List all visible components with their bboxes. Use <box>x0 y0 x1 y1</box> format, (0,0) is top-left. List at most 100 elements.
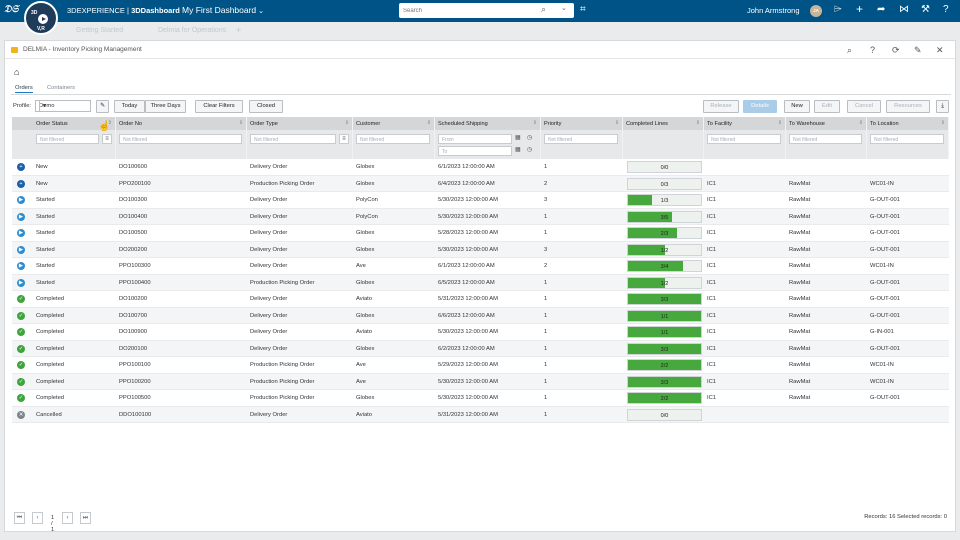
table-row[interactable]: ▶ Started DO100500 Delivery Order Globex 5/28… <box>12 225 949 242</box>
table-row[interactable]: ✓ Completed DO100700 Delivery Order Globex 6/… <box>12 307 949 324</box>
release-button[interactable]: Release <box>703 100 739 113</box>
table-row[interactable]: ✓ Completed DO100200 Delivery Order Aviato 5/… <box>12 291 949 308</box>
network-icon[interactable]: ⋈ <box>899 4 909 15</box>
filter-menu-icon[interactable]: ≡ <box>339 134 349 144</box>
first-page-button[interactable]: ⏮ <box>14 512 25 524</box>
filter-input-to-facility[interactable]: Not filtered <box>707 134 781 144</box>
pin-icon[interactable]: ✎ <box>914 45 922 55</box>
date-to-input[interactable]: To <box>438 146 512 156</box>
chevron-down-icon[interactable]: ▼ <box>39 101 49 111</box>
table-row[interactable]: ✓ Completed PPO100500 Production Picking Or… <box>12 390 949 407</box>
share-icon[interactable]: ➦ <box>877 4 886 15</box>
column-header-completed-lines[interactable]: Completed Lines ⇕ <box>623 117 704 130</box>
filter-input-customer[interactable]: Not filtered <box>356 134 430 144</box>
clear-filters-button[interactable]: Clear Filters <box>195 100 243 113</box>
table-row[interactable]: ▶ Started DO100400 Delivery Order PolyCon 5/3… <box>12 208 949 225</box>
table-row[interactable]: ✓ Completed DO100900 Delivery Order Aviato 5/… <box>12 324 949 341</box>
edit-profile-button[interactable]: ✎ <box>96 100 109 113</box>
compass-button[interactable]: 3D V,R <box>24 1 58 35</box>
cell-location: G-OUT-001 <box>870 312 900 319</box>
column-header-to-facility[interactable]: To Facility ⇕ <box>704 117 786 130</box>
filter-input-order-type[interactable]: Not filtered <box>250 134 336 144</box>
column-header-scheduled-shipping[interactable]: Scheduled Shipping ⇕ <box>435 117 541 130</box>
add-tab-icon[interactable]: + <box>236 25 242 35</box>
table-row[interactable]: ▶ Started DO100300 Delivery Order PolyCon 5/3… <box>12 192 949 209</box>
three-days-button[interactable]: Three Days <box>145 100 186 113</box>
column-header-customer[interactable]: Customer ⇕ <box>353 117 435 130</box>
calendar-icon[interactable]: ▦ <box>515 147 521 153</box>
filter-input-to-warehouse[interactable]: Not filtered <box>789 134 862 144</box>
filter-input-priority[interactable]: Not filtered <box>544 134 618 144</box>
prev-page-button[interactable]: ‹ <box>32 512 43 524</box>
table-row[interactable]: ✓ Completed PPO100100 Production Picking Or… <box>12 357 949 374</box>
filter-input-to-location[interactable]: Not filtered <box>870 134 944 144</box>
date-from-input[interactable]: From <box>438 134 512 144</box>
filter-input-order-no[interactable]: Not filtered <box>119 134 242 144</box>
table-row[interactable]: ▶ Started PPO100400 Production Picking Orde… <box>12 274 949 291</box>
profile-select[interactable]: Demo ▼ <box>35 100 91 112</box>
tab-orders[interactable]: Orders <box>15 85 33 93</box>
table-row[interactable]: ✓ Completed PPO100200 Production Picking Or… <box>12 373 949 390</box>
clock-icon[interactable]: ◷ <box>527 147 533 153</box>
table-row[interactable]: ▶ Started PPO100300 Delivery Order Ave 6/1/20… <box>12 258 949 275</box>
help-icon[interactable]: ? <box>870 45 876 55</box>
search-input[interactable] <box>403 5 533 16</box>
cell-priority: 1 <box>544 312 548 319</box>
clock-icon[interactable]: ◷ <box>527 135 533 141</box>
tab-delmia-operations[interactable]: Delmia for Operations <box>158 27 227 34</box>
edit-button[interactable]: Edit <box>814 100 840 113</box>
next-page-button[interactable]: › <box>62 512 73 524</box>
close-icon[interactable]: ✕ <box>936 45 944 55</box>
tab-containers[interactable]: Containers <box>47 85 76 91</box>
export-button[interactable]: ⤓ <box>936 100 949 113</box>
column-header-order-status[interactable]: Order Status ⇕ <box>33 117 116 130</box>
sort-icon[interactable]: ⇕ <box>107 120 112 126</box>
sort-icon[interactable]: ⇕ <box>940 120 945 126</box>
sort-icon[interactable]: ⇕ <box>777 120 782 126</box>
sort-icon[interactable]: ⇕ <box>532 120 537 126</box>
last-page-button[interactable]: ⏭ <box>80 512 91 524</box>
chevron-down-icon[interactable]: ⌄ <box>561 5 567 12</box>
tag-icon[interactable]: ⌗ <box>580 4 586 15</box>
filter-menu-icon[interactable]: ≡ <box>102 134 112 144</box>
table-row[interactable]: + New DO100600 Delivery Order Globex 6/1/2023… <box>12 159 949 176</box>
sort-icon[interactable]: ⇕ <box>858 120 863 126</box>
search-box[interactable]: ⌕ ⌄ <box>399 3 574 18</box>
table-row[interactable]: ▶ Started DO200200 Delivery Order Globex 5/30… <box>12 241 949 258</box>
plus-icon[interactable]: + <box>856 2 864 16</box>
user-name[interactable]: John Armstrong <box>747 6 800 15</box>
today-button[interactable]: Today <box>114 100 145 113</box>
sort-icon[interactable]: ⇕ <box>695 120 700 126</box>
refresh-icon[interactable]: ⟳ <box>892 45 900 55</box>
cell-facility: IC1 <box>707 230 717 236</box>
table-row[interactable]: ✓ Completed DO200100 Delivery Order Globex 6/… <box>12 340 949 357</box>
table-row[interactable]: ✕ Cancelled DDO100100 Delivery Order Aviato 5… <box>12 406 949 423</box>
column-header-to-warehouse[interactable]: To Warehouse ⇕ <box>786 117 867 130</box>
search-icon[interactable]: ⌕ <box>847 45 853 55</box>
sort-icon[interactable]: ⇕ <box>238 120 243 126</box>
table-row[interactable]: + New PPO200100 Production Picking Order Glo… <box>12 175 949 192</box>
column-header-to-location[interactable]: To Location ⇕ <box>867 117 949 130</box>
details-button[interactable]: Details <box>743 100 777 113</box>
help-icon[interactable]: ? <box>943 4 949 15</box>
closed-button[interactable]: Closed <box>249 100 283 113</box>
cancel-button[interactable]: Cancel <box>847 100 881 113</box>
bookmark-icon[interactable]: ⌲ <box>834 4 842 15</box>
dashboard-title-menu[interactable]: My First Dashboard ⌄ <box>182 5 264 15</box>
column-header-order-type[interactable]: Order Type ⇕ <box>247 117 353 130</box>
tools-icon[interactable]: ⚒ <box>921 4 930 15</box>
filter-input-order-status[interactable]: Not filtered <box>36 134 99 144</box>
sort-icon[interactable]: ⇕ <box>426 120 431 126</box>
column-header-order-no[interactable]: Order No ⇕ <box>116 117 247 130</box>
new-button[interactable]: New <box>784 100 810 113</box>
calendar-icon[interactable]: ▦ <box>515 135 521 141</box>
home-icon[interactable]: ⌂ <box>14 67 20 77</box>
avatar[interactable]: JA <box>810 5 822 17</box>
resources-button[interactable]: Resources <box>886 100 930 113</box>
column-header-priority[interactable]: Priority ⇕ <box>541 117 623 130</box>
sort-icon[interactable]: ⇕ <box>614 120 619 126</box>
search-icon[interactable]: ⌕ <box>541 4 547 14</box>
sort-icon[interactable]: ⇕ <box>344 120 349 126</box>
cell-priority: 2 <box>544 263 548 269</box>
tab-getting-started[interactable]: Getting Started <box>76 27 124 34</box>
